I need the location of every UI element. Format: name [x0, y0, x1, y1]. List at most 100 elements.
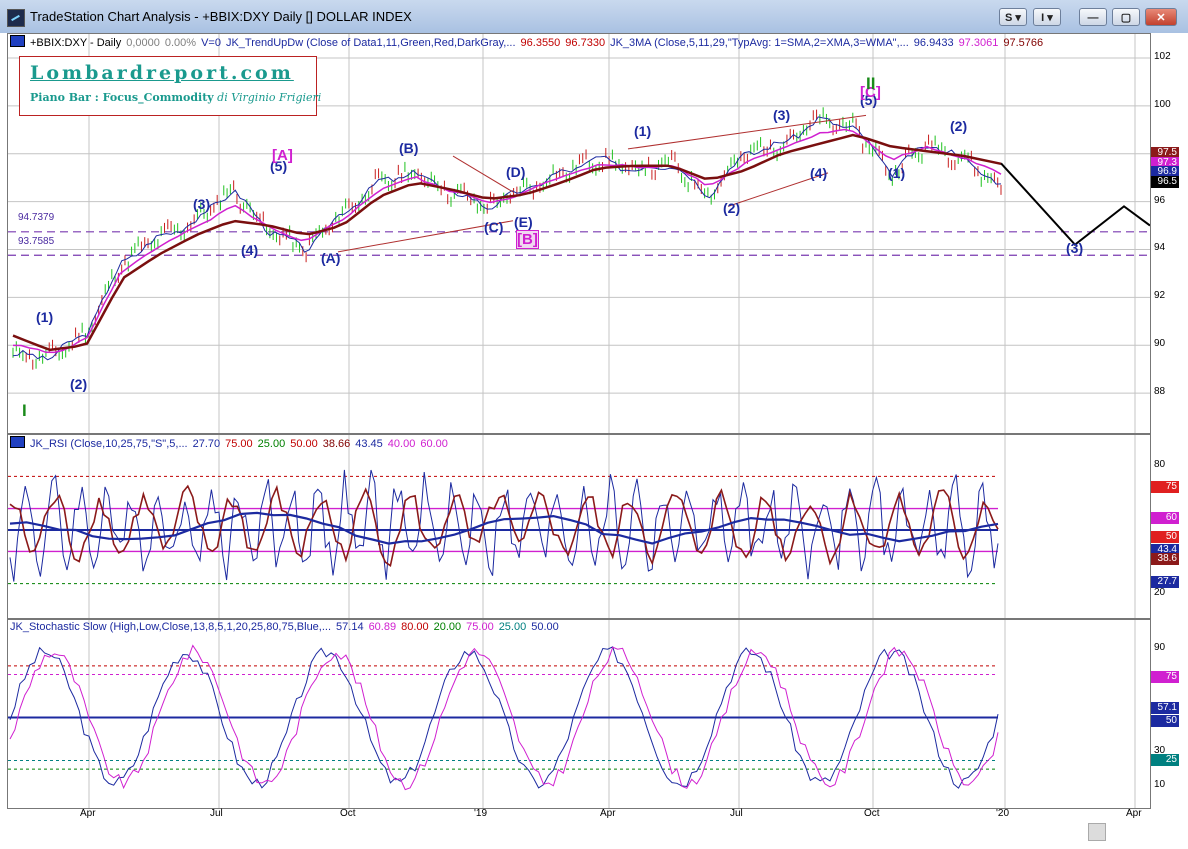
trendline [627, 114, 867, 150]
price_pane-value: 96.9433 [913, 37, 954, 49]
stoch-value-tag: 75 [1151, 671, 1179, 683]
rsi-axis: 80 20 75 60 50 43.4 38.6 27.7 [1151, 434, 1188, 617]
price_pane-value: JK_TrendUpDw (Close of Data1,11,Green,Re… [225, 37, 516, 49]
rsi-chart [8, 435, 1136, 618]
wave-label: (4) [810, 165, 828, 181]
title-bar: TradeStation Chart Analysis - +BBIX:DXY … [0, 0, 1188, 34]
wave-label: (D) [506, 164, 526, 180]
rsi-fast-line [9, 469, 999, 582]
minimize-button[interactable]: — [1079, 8, 1107, 26]
price_pane-value: JK_3MA (Close,5,11,29,"TypAvg: 1=SMA,2=X… [610, 37, 909, 49]
maximize-button[interactable]: ▢ [1112, 8, 1140, 26]
fast-ma-line [12, 116, 1002, 361]
wave-label: (5) [860, 92, 878, 108]
symbol-link-button[interactable]: S ▾ [999, 8, 1027, 26]
price_pane-value: 97.5766 [1003, 37, 1044, 49]
wave-label: [B] [516, 230, 539, 249]
rsi-slow-line [9, 511, 999, 545]
price_pane-value: 0,0000 [126, 37, 160, 49]
data-series-icon[interactable] [10, 35, 25, 47]
rsi_pane-value: 27.70 [192, 438, 221, 450]
logo-subtitle: Piano Bar : Focus_Commodity di Virginio … [30, 91, 321, 104]
stoch_pane-value: 57.14 [336, 621, 364, 633]
stoch-value-tag: 25 [1151, 754, 1179, 766]
wave-label: II [866, 74, 876, 93]
rsi-value-tag: 50 [1151, 531, 1179, 543]
wave-label: (E) [514, 214, 533, 230]
wave-label: (A) [321, 250, 341, 266]
price_pane-value: V=0 [201, 37, 221, 49]
stoch-tick: 90 [1154, 641, 1166, 653]
trendline [337, 220, 514, 253]
wave-label: (3) [193, 196, 211, 212]
price-tick: 94 [1154, 242, 1166, 254]
wave-label: [C] [860, 84, 881, 101]
rsi-value-tag: 60 [1151, 512, 1179, 524]
wave-label: (1) [888, 165, 906, 181]
stoch-value-tag: 50 [1151, 715, 1179, 727]
rsi-pane[interactable]: JK_RSI (Close,10,25,75,"S",5,... 27.70 75.… [7, 434, 1151, 619]
stochastic-chart [8, 620, 1136, 808]
stoch-d-line [9, 644, 999, 791]
slow-ma-line [12, 133, 1002, 352]
rsi-signal-line [9, 484, 999, 568]
interval-link-button[interactable]: I ▾ [1033, 8, 1061, 26]
time-tick: Jul [730, 808, 743, 819]
rsi_pane-value: 60.00 [420, 438, 448, 450]
interval-link-label: I [1041, 12, 1045, 24]
rsi-tick: 80 [1154, 458, 1166, 470]
stoch_pane-value: 50.00 [531, 621, 559, 633]
time-tick: '19 [474, 808, 488, 819]
time-axis: Apr Jul Oct '19 Apr Jul Oct '20 Apr [7, 808, 1149, 822]
time-tick: Apr [80, 808, 96, 819]
price-tick: 92 [1154, 290, 1166, 302]
rsi-tick: 20 [1154, 587, 1166, 599]
lombardreport-logo: Lombardreport.com Piano Bar : Focus_Comm… [19, 56, 321, 116]
price_pane-value: +BBIX:DXY - Daily [30, 37, 122, 49]
time-tick: Jul [210, 808, 223, 819]
price-tick: 96 [1154, 194, 1166, 206]
stoch_pane-value: 60.89 [368, 621, 397, 633]
level-label-1: 94.7379 [18, 212, 55, 223]
price-header: +BBIX:DXY - Daily 0,0000 0.00% V=0 JK_TrendU… [10, 35, 1053, 49]
stochastic-header: JK_Stochastic Slow (High,Low,Close,13,8,… [10, 621, 569, 633]
level-label-2: 93.7585 [18, 236, 55, 247]
rsi_pane-value: 43.45 [355, 438, 383, 450]
stoch-tick: 10 [1154, 779, 1166, 791]
price-axis: 10210098969492908897.597.396.996.5 [1151, 33, 1188, 432]
wave-label: (1) [634, 123, 652, 139]
price_pane-value: 0.00% [164, 37, 197, 49]
price-tick: 90 [1154, 338, 1166, 350]
rsi_pane-value: 38.66 [322, 438, 351, 450]
chart-window: +BBIX:DXY - Daily 0,0000 0.00% V=0 JK_TrendU… [0, 33, 1188, 849]
price-tick: 102 [1154, 50, 1171, 62]
rsi-value-tag: 38.6 [1151, 553, 1179, 565]
wave-label: [A] [272, 147, 293, 164]
rsi_pane-value: 50.00 [290, 438, 318, 450]
trendline [727, 172, 829, 207]
rsi-value-tag: 75 [1151, 481, 1179, 493]
window-title: TradeStation Chart Analysis - +BBIX:DXY … [30, 9, 412, 24]
stochastic-pane[interactable]: JK_Stochastic Slow (High,Low,Close,13,8,… [7, 619, 1151, 809]
close-button[interactable]: ✕ [1145, 8, 1177, 26]
price-value-tag: 96.9 [1151, 166, 1179, 178]
stoch_pane-value: 20.00 [433, 621, 462, 633]
time-tick: Oct [340, 808, 356, 819]
time-tick: Apr [600, 808, 616, 819]
logo-title: Lombardreport.com [30, 62, 294, 84]
time-tick: Oct [864, 808, 880, 819]
wave-label: (5) [270, 158, 288, 174]
stoch-k-line [9, 646, 999, 789]
price_pane-value: 96.7330 [565, 37, 606, 49]
wave-label: (1) [36, 309, 54, 325]
logo-author: di Virginio Frigieri [217, 91, 322, 104]
wave-label: (2) [70, 376, 88, 392]
rsi-indicator-icon[interactable] [10, 436, 25, 448]
stochastic-axis: 90 30 10 75 57.1 50 25 [1151, 619, 1188, 807]
scroll-thumb[interactable] [1088, 823, 1106, 841]
stoch_pane-value: JK_Stochastic Slow (High,Low,Close,13,8,… [10, 621, 332, 633]
time-tick: Apr [1126, 808, 1142, 819]
price_pane-value: 97.3061 [958, 37, 999, 49]
wave-label: (3) [1066, 240, 1084, 256]
rsi_pane-value: 25.00 [257, 438, 286, 450]
